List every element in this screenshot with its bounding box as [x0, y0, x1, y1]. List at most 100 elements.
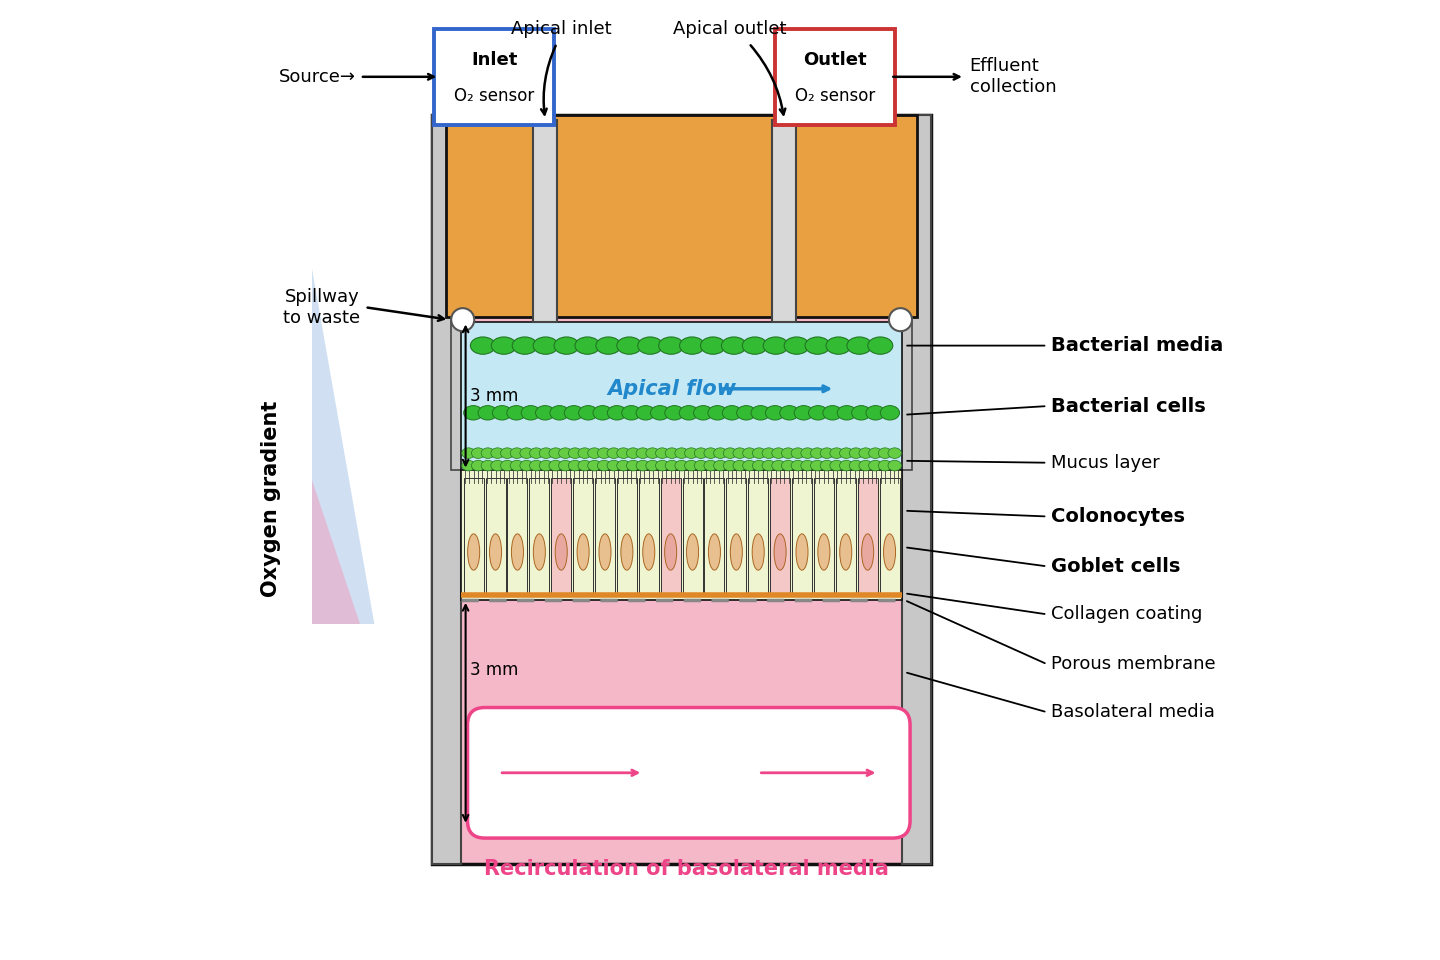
Ellipse shape	[577, 460, 592, 470]
Bar	[639, 478, 658, 596]
Ellipse shape	[462, 460, 475, 470]
Ellipse shape	[793, 405, 814, 420]
Ellipse shape	[880, 405, 900, 420]
Ellipse shape	[850, 460, 863, 470]
Ellipse shape	[694, 447, 707, 459]
Ellipse shape	[490, 534, 501, 570]
Ellipse shape	[665, 405, 684, 420]
Text: Colonocytes: Colonocytes	[1051, 507, 1185, 526]
Ellipse shape	[556, 534, 567, 570]
Ellipse shape	[471, 447, 485, 459]
Ellipse shape	[491, 447, 504, 459]
Bar	[507, 478, 527, 596]
Ellipse shape	[520, 460, 533, 470]
Bar	[533, 120, 557, 322]
Ellipse shape	[805, 337, 829, 354]
Ellipse shape	[622, 405, 641, 420]
Ellipse shape	[579, 405, 598, 420]
Ellipse shape	[785, 337, 809, 354]
Text: Apical flow: Apical flow	[608, 379, 736, 398]
Text: Bacterial media: Bacterial media	[1051, 336, 1224, 355]
Ellipse shape	[733, 447, 746, 459]
Ellipse shape	[575, 337, 600, 354]
Ellipse shape	[554, 337, 579, 354]
Ellipse shape	[645, 447, 660, 459]
Bar	[451, 317, 471, 470]
Ellipse shape	[471, 460, 485, 470]
Bar	[464, 478, 484, 596]
FancyBboxPatch shape	[775, 29, 896, 125]
Ellipse shape	[878, 460, 891, 470]
Ellipse shape	[598, 447, 611, 459]
Ellipse shape	[694, 405, 713, 420]
Ellipse shape	[858, 447, 873, 459]
Bar	[835, 478, 855, 596]
Ellipse shape	[665, 534, 677, 570]
Ellipse shape	[501, 447, 514, 459]
Ellipse shape	[829, 447, 844, 459]
Ellipse shape	[651, 405, 670, 420]
Ellipse shape	[733, 460, 746, 470]
Ellipse shape	[616, 460, 631, 470]
Ellipse shape	[491, 337, 517, 354]
Text: O₂ sensor: O₂ sensor	[795, 86, 876, 105]
Ellipse shape	[743, 460, 756, 470]
Text: Spillway
to waste: Spillway to waste	[282, 288, 360, 326]
Bar	[616, 478, 636, 596]
Ellipse shape	[811, 460, 824, 470]
Bar	[595, 478, 615, 596]
Ellipse shape	[464, 405, 482, 420]
Text: Apical outlet: Apical outlet	[672, 20, 786, 38]
Ellipse shape	[684, 447, 698, 459]
Text: Goblet cells: Goblet cells	[1051, 557, 1181, 576]
Ellipse shape	[704, 460, 717, 470]
Ellipse shape	[829, 460, 844, 470]
Ellipse shape	[714, 460, 727, 470]
Ellipse shape	[865, 405, 886, 420]
Ellipse shape	[801, 447, 814, 459]
Bar	[749, 478, 768, 596]
Ellipse shape	[569, 460, 582, 470]
Bar	[461, 322, 903, 470]
Ellipse shape	[775, 534, 786, 570]
Ellipse shape	[549, 447, 563, 459]
Ellipse shape	[821, 460, 834, 470]
Bar	[726, 478, 746, 596]
Ellipse shape	[675, 460, 688, 470]
Ellipse shape	[636, 460, 649, 470]
Ellipse shape	[665, 460, 678, 470]
Ellipse shape	[492, 405, 511, 420]
Text: 3 mm: 3 mm	[471, 388, 518, 405]
Ellipse shape	[851, 405, 871, 420]
Ellipse shape	[752, 447, 766, 459]
Bar	[432, 115, 461, 864]
Ellipse shape	[530, 447, 543, 459]
Text: Source→: Source→	[278, 68, 356, 85]
Ellipse shape	[596, 337, 621, 354]
Polygon shape	[312, 480, 360, 624]
Ellipse shape	[675, 447, 688, 459]
Ellipse shape	[536, 405, 554, 420]
Ellipse shape	[549, 460, 563, 470]
Bar	[814, 478, 834, 596]
Ellipse shape	[521, 405, 540, 420]
Ellipse shape	[704, 447, 717, 459]
Ellipse shape	[762, 447, 776, 459]
Ellipse shape	[782, 460, 795, 470]
Text: Effluent
collection: Effluent collection	[969, 58, 1056, 96]
Bar	[683, 478, 703, 596]
Text: Bacterial cells: Bacterial cells	[1051, 396, 1205, 416]
Ellipse shape	[638, 337, 662, 354]
Ellipse shape	[730, 534, 743, 570]
Ellipse shape	[684, 460, 698, 470]
FancyBboxPatch shape	[435, 29, 554, 125]
Ellipse shape	[608, 447, 621, 459]
Bar	[432, 115, 932, 864]
Ellipse shape	[708, 534, 720, 570]
Ellipse shape	[827, 337, 851, 354]
Ellipse shape	[636, 447, 649, 459]
Ellipse shape	[840, 460, 852, 470]
Ellipse shape	[808, 405, 828, 420]
Polygon shape	[312, 269, 374, 624]
Bar	[704, 478, 724, 596]
